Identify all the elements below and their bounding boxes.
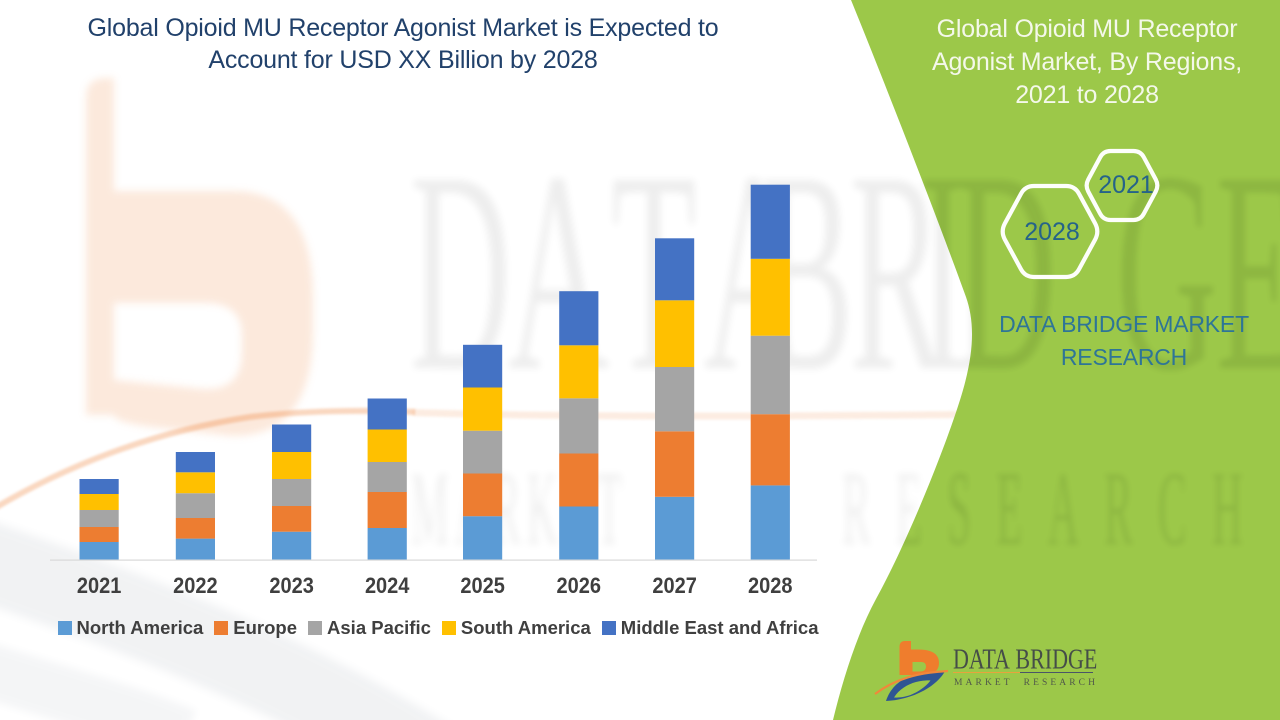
svg-text:DGE: DGE — [955, 113, 1280, 431]
